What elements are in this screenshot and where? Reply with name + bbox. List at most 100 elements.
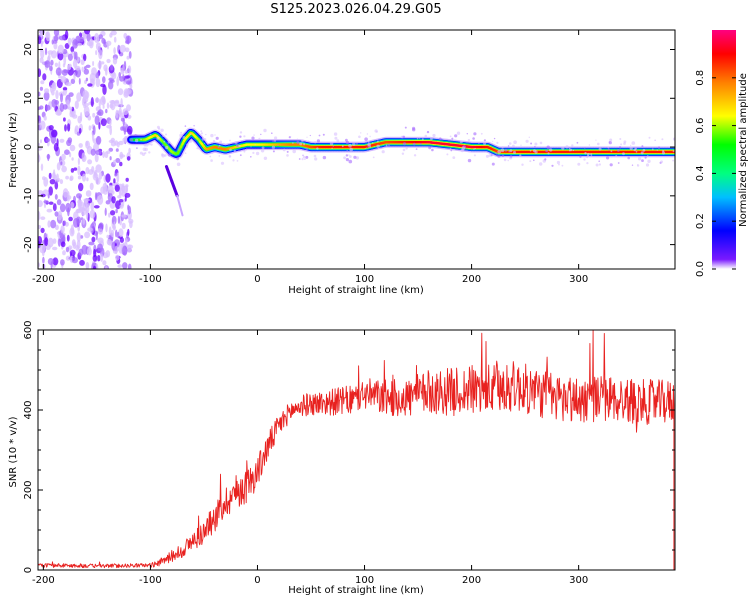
- noise-blob: [81, 152, 86, 162]
- noise-blob: [45, 138, 51, 143]
- noise-blob: [83, 53, 87, 62]
- speckle: [606, 156, 610, 160]
- speckle: [509, 155, 513, 158]
- speckle: [160, 128, 164, 132]
- x-tick-label: 100: [355, 274, 374, 285]
- noise-blob: [78, 78, 81, 85]
- speckle: [376, 144, 380, 148]
- speckle: [261, 146, 265, 150]
- speckle: [210, 133, 214, 138]
- noise-blob: [72, 241, 77, 249]
- x-tick-label: 100: [355, 575, 374, 586]
- speckle: [478, 142, 480, 144]
- speckle: [282, 148, 286, 152]
- speckle: [176, 162, 181, 167]
- noise-blob: [96, 255, 101, 262]
- noise-blob: [65, 246, 70, 253]
- noise-blob: [91, 236, 96, 243]
- noise-blob: [118, 228, 124, 238]
- snr-series-line: [38, 330, 675, 570]
- noise-blob: [62, 188, 69, 198]
- speckle: [156, 136, 160, 140]
- noise-blob: [126, 244, 132, 253]
- snr-y-label: SNR (10 * v/v): [8, 416, 19, 487]
- noise-blob: [53, 30, 60, 37]
- speckle: [454, 134, 458, 138]
- noise-blob: [102, 260, 107, 266]
- noise-blob: [85, 190, 92, 197]
- noise-blob: [111, 72, 117, 80]
- noise-blob: [40, 80, 45, 85]
- speckle: [418, 136, 421, 139]
- noise-blob: [39, 57, 44, 64]
- noise-blob: [94, 153, 99, 163]
- speckle: [450, 149, 453, 152]
- speckle: [303, 143, 306, 146]
- speckle: [657, 146, 661, 149]
- speckle: [617, 162, 620, 164]
- noise-blob: [119, 204, 124, 209]
- noise-blob: [100, 83, 106, 88]
- noise-blob: [68, 216, 73, 222]
- speckle: [308, 140, 310, 142]
- noise-blob: [78, 143, 83, 148]
- noise-blob: [122, 63, 125, 74]
- speckle: [211, 151, 214, 154]
- noise-blob: [109, 100, 116, 104]
- y-tick-label: 20: [23, 43, 34, 56]
- side-branch-segment: [170, 179, 179, 198]
- speckle: [353, 155, 357, 159]
- noise-blob: [56, 178, 61, 182]
- speckle: [314, 157, 318, 161]
- noise-blob: [129, 220, 133, 229]
- speckle: [345, 138, 348, 142]
- noise-blob: [110, 229, 115, 238]
- noise-blob: [40, 139, 42, 144]
- speckle: [271, 145, 275, 149]
- noise-blob: [95, 77, 101, 88]
- speckle: [387, 143, 391, 147]
- noise-blob: [122, 118, 125, 126]
- colorbar-ticks: 0.0 0.2 0.4 0.6 0.8: [695, 70, 736, 277]
- speckle: [561, 146, 565, 150]
- noise-blob: [64, 30, 69, 40]
- speckle: [617, 149, 620, 152]
- noise-blob: [119, 237, 124, 243]
- noise-blob: [44, 88, 50, 94]
- speckle: [250, 156, 252, 158]
- speckle: [452, 156, 456, 160]
- speckle: [642, 148, 646, 152]
- speckle: [299, 142, 303, 146]
- speckle: [243, 135, 246, 138]
- x-tick-label: -100: [139, 575, 162, 586]
- noise-blob: [89, 182, 94, 191]
- speckle: [569, 150, 571, 152]
- y-tick-label: 400: [23, 400, 34, 419]
- speckle: [316, 139, 320, 143]
- speckle: [367, 142, 371, 147]
- noise-blob: [62, 87, 68, 91]
- noise-blob: [106, 102, 110, 109]
- noise-blob: [102, 104, 105, 109]
- noise-blob: [95, 135, 102, 145]
- noise-blob: [64, 149, 70, 155]
- speckle: [286, 150, 289, 153]
- noise-blob: [85, 203, 90, 214]
- noise-blob: [84, 231, 91, 239]
- speckle: [577, 162, 581, 166]
- speckle: [572, 149, 575, 152]
- noise-blob: [105, 173, 111, 183]
- noise-blob: [38, 225, 42, 229]
- speckle: [313, 154, 317, 158]
- speckle: [439, 137, 442, 140]
- noise-blob: [71, 257, 78, 264]
- x-tick-label: 0: [254, 575, 260, 586]
- speckle: [182, 136, 186, 139]
- noise-blob: [39, 243, 46, 254]
- snr-x-ticks: -200 -100 0 100 200 300: [32, 330, 588, 586]
- colorbar-label: Normalized spectral amplitude: [738, 73, 749, 227]
- speckle: [500, 148, 505, 152]
- noise-blob: [124, 192, 131, 198]
- noise-blob: [104, 207, 107, 216]
- noise-blob: [38, 91, 41, 97]
